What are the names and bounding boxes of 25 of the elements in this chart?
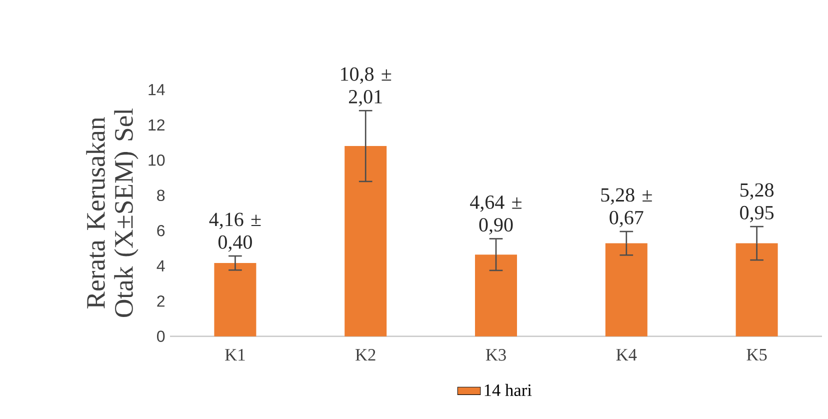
bar	[214, 263, 256, 336]
y-tick-label: 12	[148, 119, 164, 130]
bar	[475, 254, 518, 336]
data-label: 4,64 ± 0,90	[470, 195, 522, 234]
bar	[344, 146, 387, 336]
bar	[736, 243, 778, 336]
x-tick-label: K1	[225, 349, 245, 360]
y-tick-label: 2	[157, 296, 164, 307]
legend-label: 14 hari	[484, 384, 532, 396]
data-label: 5,28 ± 0,67	[601, 188, 652, 228]
data-label: 4,16 ± 0,40	[209, 212, 261, 252]
data-label: 10,8 ± 2,01	[341, 67, 392, 106]
y-tick-label: 4	[156, 260, 165, 272]
y-tick-label: 0	[157, 330, 165, 342]
x-tick-label: K2	[356, 349, 376, 361]
y-axis-title: Rerata Kerusakan Otak (X±SEM) Sel	[86, 108, 138, 317]
bar	[605, 243, 648, 336]
y-tick-label: 8	[157, 190, 165, 202]
y-tick-label: 10	[148, 154, 165, 166]
x-tick-label: K5	[746, 349, 767, 361]
x-tick-label: K4	[616, 349, 637, 360]
y-tick-label: 6	[157, 224, 165, 236]
y-tick-label: 14	[148, 84, 165, 96]
x-tick-label: K3	[486, 349, 506, 361]
data-label: 5,28 0,95	[740, 183, 774, 222]
